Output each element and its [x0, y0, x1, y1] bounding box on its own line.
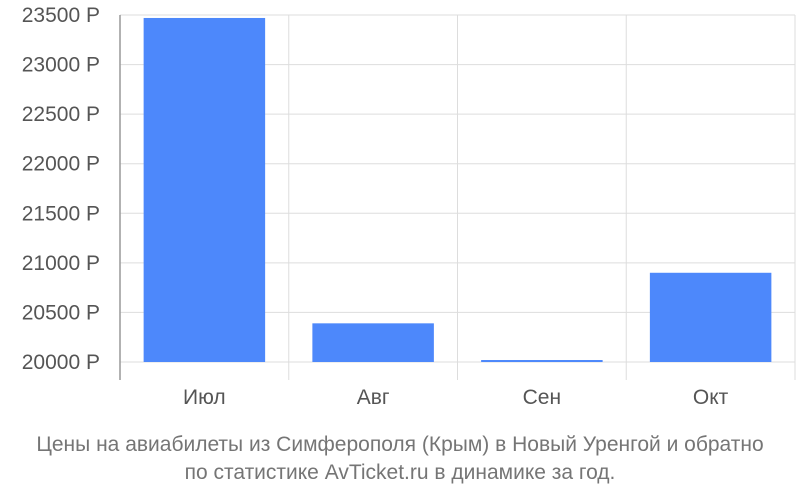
- x-tick-label-2: Сен: [523, 386, 561, 409]
- x-tick-label-3: Окт: [693, 386, 729, 409]
- y-tick-label-6: 23000 Р: [22, 54, 100, 77]
- y-tick-label-7: 23500 Р: [22, 4, 100, 27]
- x-tick-label-1: Авг: [357, 386, 390, 409]
- y-tick-label-1: 20500 Р: [22, 301, 100, 324]
- y-tick-label-3: 21500 Р: [22, 202, 100, 225]
- y-tick-label-5: 22500 Р: [22, 103, 100, 126]
- bar-Июл: [143, 17, 266, 363]
- bar-Окт: [649, 272, 772, 362]
- bar-Авг: [312, 323, 434, 362]
- y-tick-label-4: 22000 Р: [22, 153, 100, 176]
- bar-Сен: [481, 360, 603, 362]
- y-tick-label-0: 20000 Р: [22, 351, 100, 374]
- y-tick-label-2: 21000 Р: [22, 252, 100, 275]
- x-tick-label-0: Июл: [183, 386, 226, 409]
- chart-caption-line-1: Цены на авиабилеты из Симферополя (Крым)…: [36, 433, 764, 456]
- chart-caption-line-2: по статистике AvTicket.ru в динамике за …: [184, 461, 616, 484]
